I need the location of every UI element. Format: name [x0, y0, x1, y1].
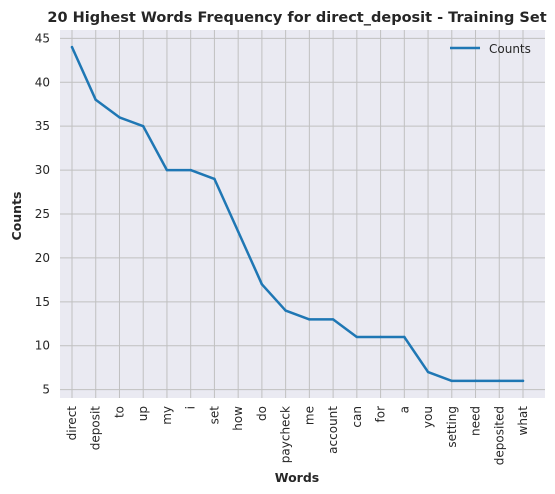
data-point: [165, 168, 169, 172]
data-point: [189, 168, 192, 172]
y-tick-label: 15: [35, 295, 50, 309]
data-point: [260, 283, 264, 286]
y-axis-label: Counts: [9, 192, 24, 241]
data-point: [70, 45, 74, 49]
x-tick-label: deposit: [89, 406, 103, 451]
y-tick-label: 45: [35, 31, 50, 45]
data-point: [94, 98, 97, 102]
chart-title: 20 Highest Words Frequency for direct_de…: [47, 10, 546, 26]
y-tick-label: 35: [35, 119, 50, 133]
data-point: [403, 335, 406, 339]
data-point: [355, 335, 359, 339]
legend-label: Counts: [489, 42, 531, 56]
data-point: [118, 116, 121, 119]
x-tick-label: what: [516, 406, 530, 436]
data-point: [308, 318, 311, 321]
x-tick-label: how: [231, 406, 245, 431]
x-tick-label: can: [350, 406, 364, 428]
x-tick-label: need: [469, 406, 483, 436]
series-line: [70, 45, 525, 383]
x-tick-label: account: [326, 406, 340, 454]
x-tick-label: paycheck: [279, 406, 293, 463]
x-tick-label: up: [136, 406, 150, 421]
data-point: [379, 335, 382, 339]
data-point: [213, 177, 216, 181]
data-point: [521, 379, 525, 383]
x-tick-label: a: [397, 406, 411, 413]
x-axis-ticks: direct deposit to up my i set how do paycheck me ac…: [65, 406, 530, 466]
data-point: [474, 379, 477, 383]
y-tick-label: 20: [35, 251, 50, 265]
legend: Counts: [450, 42, 531, 56]
y-tick-label: 5: [42, 383, 50, 397]
x-tick-label: do: [255, 406, 269, 421]
x-tick-label: direct: [65, 406, 79, 441]
data-point: [426, 370, 430, 374]
x-tick-label: for: [374, 406, 388, 423]
series-layer: [70, 45, 525, 383]
data-point: [236, 230, 240, 233]
x-tick-label: i: [184, 406, 198, 409]
y-tick-label: 25: [35, 207, 50, 221]
x-tick-label: you: [421, 406, 435, 428]
y-tick-label: 30: [35, 163, 50, 177]
y-tick-label: 40: [35, 75, 50, 89]
data-point: [142, 124, 145, 128]
data-point: [284, 309, 287, 312]
x-axis-label: Words: [275, 470, 319, 485]
data-point: [498, 379, 501, 383]
x-tick-label: my: [160, 406, 174, 425]
x-tick-label: deposited: [492, 406, 506, 465]
y-tick-label: 10: [35, 339, 50, 353]
y-axis-ticks: 5 10 15 20 25 30 35 40 45: [35, 31, 50, 396]
data-point: [331, 318, 335, 321]
x-tick-label: set: [207, 406, 221, 425]
x-tick-label: to: [112, 406, 126, 418]
x-tick-label: setting: [445, 406, 459, 448]
data-point: [450, 379, 453, 383]
x-tick-label: me: [302, 406, 316, 425]
grid-lines: [60, 30, 545, 398]
